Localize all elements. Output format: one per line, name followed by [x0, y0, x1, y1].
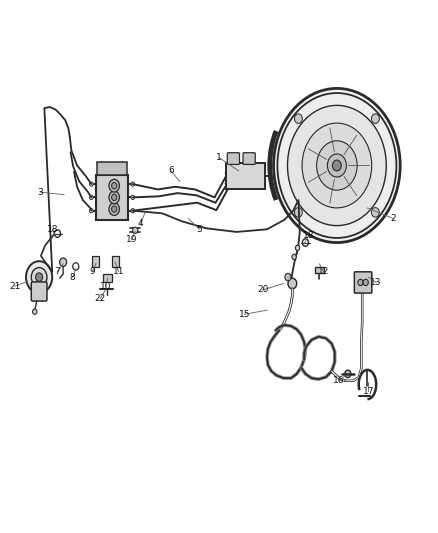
- Circle shape: [345, 370, 351, 377]
- Text: 8: 8: [70, 273, 76, 281]
- Text: 9: 9: [89, 268, 95, 276]
- Circle shape: [109, 179, 120, 192]
- Text: 13: 13: [371, 278, 382, 287]
- Text: 7: 7: [55, 268, 60, 276]
- Circle shape: [60, 258, 67, 266]
- Text: 18: 18: [303, 231, 314, 240]
- Circle shape: [295, 245, 300, 251]
- Text: 4: 4: [138, 220, 143, 229]
- Circle shape: [302, 123, 372, 208]
- Text: 22: 22: [95, 294, 106, 303]
- FancyBboxPatch shape: [97, 162, 127, 175]
- Circle shape: [89, 182, 93, 186]
- Circle shape: [112, 194, 117, 200]
- FancyBboxPatch shape: [31, 282, 47, 301]
- FancyBboxPatch shape: [226, 164, 265, 189]
- Circle shape: [277, 93, 396, 238]
- Circle shape: [292, 254, 296, 260]
- FancyBboxPatch shape: [227, 153, 240, 165]
- Text: 3: 3: [37, 188, 43, 197]
- Circle shape: [274, 88, 400, 243]
- Text: 10: 10: [100, 282, 111, 291]
- Circle shape: [288, 278, 297, 289]
- Circle shape: [327, 154, 346, 177]
- Circle shape: [317, 141, 357, 190]
- Circle shape: [358, 279, 363, 286]
- FancyBboxPatch shape: [92, 256, 99, 266]
- Circle shape: [371, 207, 379, 217]
- Circle shape: [131, 195, 134, 199]
- Circle shape: [35, 273, 42, 281]
- FancyBboxPatch shape: [112, 256, 119, 266]
- Circle shape: [109, 191, 120, 204]
- Circle shape: [54, 230, 60, 237]
- Text: 6: 6: [168, 166, 174, 175]
- Circle shape: [302, 239, 308, 246]
- Circle shape: [112, 206, 117, 212]
- Circle shape: [363, 279, 368, 286]
- Circle shape: [287, 106, 386, 225]
- Circle shape: [133, 227, 138, 233]
- Text: 1: 1: [216, 153, 222, 162]
- Circle shape: [131, 182, 134, 186]
- Circle shape: [26, 261, 52, 293]
- Circle shape: [109, 203, 120, 215]
- Text: 17: 17: [363, 387, 374, 396]
- Circle shape: [131, 208, 134, 213]
- Text: 18: 18: [46, 225, 58, 234]
- Circle shape: [294, 114, 302, 124]
- Circle shape: [32, 309, 37, 314]
- FancyBboxPatch shape: [354, 272, 372, 293]
- Circle shape: [112, 182, 117, 189]
- Text: 21: 21: [9, 281, 20, 290]
- Circle shape: [89, 208, 93, 213]
- FancyBboxPatch shape: [103, 274, 112, 282]
- FancyBboxPatch shape: [95, 175, 128, 220]
- Text: 16: 16: [333, 376, 345, 385]
- Text: 12: 12: [318, 268, 329, 276]
- Text: 15: 15: [239, 310, 250, 319]
- Circle shape: [332, 160, 341, 171]
- Circle shape: [89, 195, 93, 199]
- Text: 19: 19: [126, 236, 138, 245]
- Circle shape: [371, 114, 379, 124]
- FancyBboxPatch shape: [315, 266, 324, 273]
- Text: 11: 11: [113, 268, 124, 276]
- Text: 5: 5: [197, 225, 202, 234]
- Circle shape: [294, 207, 302, 217]
- Text: 20: 20: [257, 285, 268, 294]
- FancyBboxPatch shape: [243, 153, 255, 165]
- Circle shape: [285, 273, 291, 281]
- Text: 2: 2: [391, 214, 396, 223]
- Circle shape: [31, 268, 47, 287]
